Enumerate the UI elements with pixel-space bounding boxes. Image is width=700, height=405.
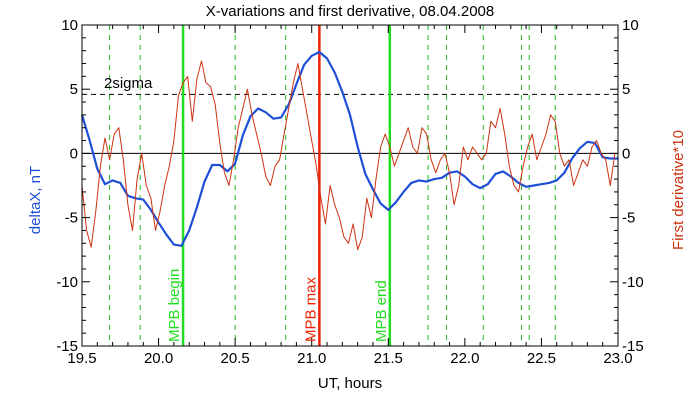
x-axis-label: UT, hours: [318, 375, 382, 392]
y-tick-label-right: -10: [622, 274, 644, 291]
series-line-deltax: [80, 50, 618, 247]
y-tick-label-right: -5: [622, 210, 635, 227]
x-tick-label: 20.0: [144, 350, 173, 367]
mpb-marker-label: MPB begin: [166, 269, 183, 342]
x-tick-label: 20.5: [221, 350, 250, 367]
plot-frame: [81, 24, 619, 347]
y-tick-label-left: 5: [70, 81, 78, 98]
y-tick-label-right: -15: [622, 338, 644, 355]
mpb-marker-label: MPB max: [302, 276, 319, 342]
y-tick-label-left: -10: [56, 274, 78, 291]
series-line-derivative: [81, 60, 616, 251]
chart-title: X-variations and first derivative, 08.04…: [206, 3, 495, 20]
y-tick-label-left: 10: [61, 17, 78, 34]
x-tick-label: 21.5: [374, 350, 403, 367]
y-axis-label-left: deltaX, nT: [27, 166, 44, 234]
x-tick-label: 23.0: [603, 350, 632, 367]
x-tick-label: 22.0: [450, 350, 479, 367]
y-tick-label-left: -15: [56, 338, 78, 355]
mpb-marker-label: MPB end: [373, 280, 390, 342]
threshold-label: 2sigma: [104, 75, 153, 92]
y-tick-label-right: 5: [622, 81, 630, 98]
y-tick-label-left: -5: [65, 210, 78, 227]
x-tick-label: 19.5: [67, 350, 96, 367]
x-tick-label: 21.0: [297, 350, 326, 367]
y-tick-label-left: 0: [70, 145, 78, 162]
y-tick-label-right: 10: [622, 17, 639, 34]
y-tick-label-right: 0: [622, 145, 630, 162]
x-tick-label: 22.5: [527, 350, 556, 367]
y-axis-label-right: First derivative*10: [670, 130, 687, 250]
